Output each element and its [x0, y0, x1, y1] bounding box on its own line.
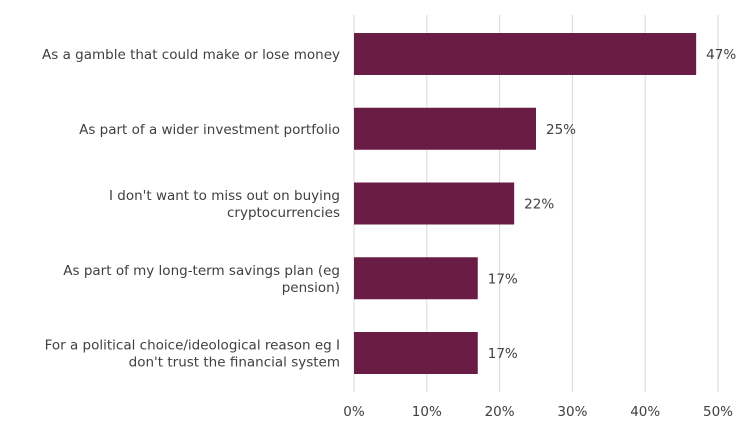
data-label: 17%: [488, 346, 518, 362]
category-label: As a gamble that could make or lose mone…: [42, 47, 340, 63]
category-label: As part of a wider investment portfolio: [79, 122, 340, 138]
data-label: 47%: [706, 47, 736, 63]
data-label: 17%: [488, 271, 518, 287]
data-label: 22%: [524, 197, 554, 213]
x-tick-label: 0%: [343, 404, 365, 420]
x-tick-label: 10%: [412, 404, 442, 420]
bar: [354, 107, 536, 150]
bar: [354, 33, 697, 75]
data-label: 25%: [546, 122, 576, 138]
category-label: As part of my long-term savings plan (eg: [63, 263, 340, 279]
category-label: don't trust the financial system: [129, 355, 340, 371]
bar: [354, 182, 515, 225]
x-tick-label: 20%: [485, 404, 515, 420]
bar: [354, 257, 478, 300]
x-tick-label: 40%: [630, 404, 660, 420]
x-tick-label: 50%: [703, 404, 733, 420]
category-label: I don't want to miss out on buying: [109, 188, 340, 204]
category-label: cryptocurrencies: [227, 205, 340, 221]
x-tick-label: 30%: [557, 404, 587, 420]
bar: [354, 332, 478, 374]
category-label: pension): [282, 280, 340, 296]
category-label: For a political choice/ideological reaso…: [45, 338, 340, 354]
